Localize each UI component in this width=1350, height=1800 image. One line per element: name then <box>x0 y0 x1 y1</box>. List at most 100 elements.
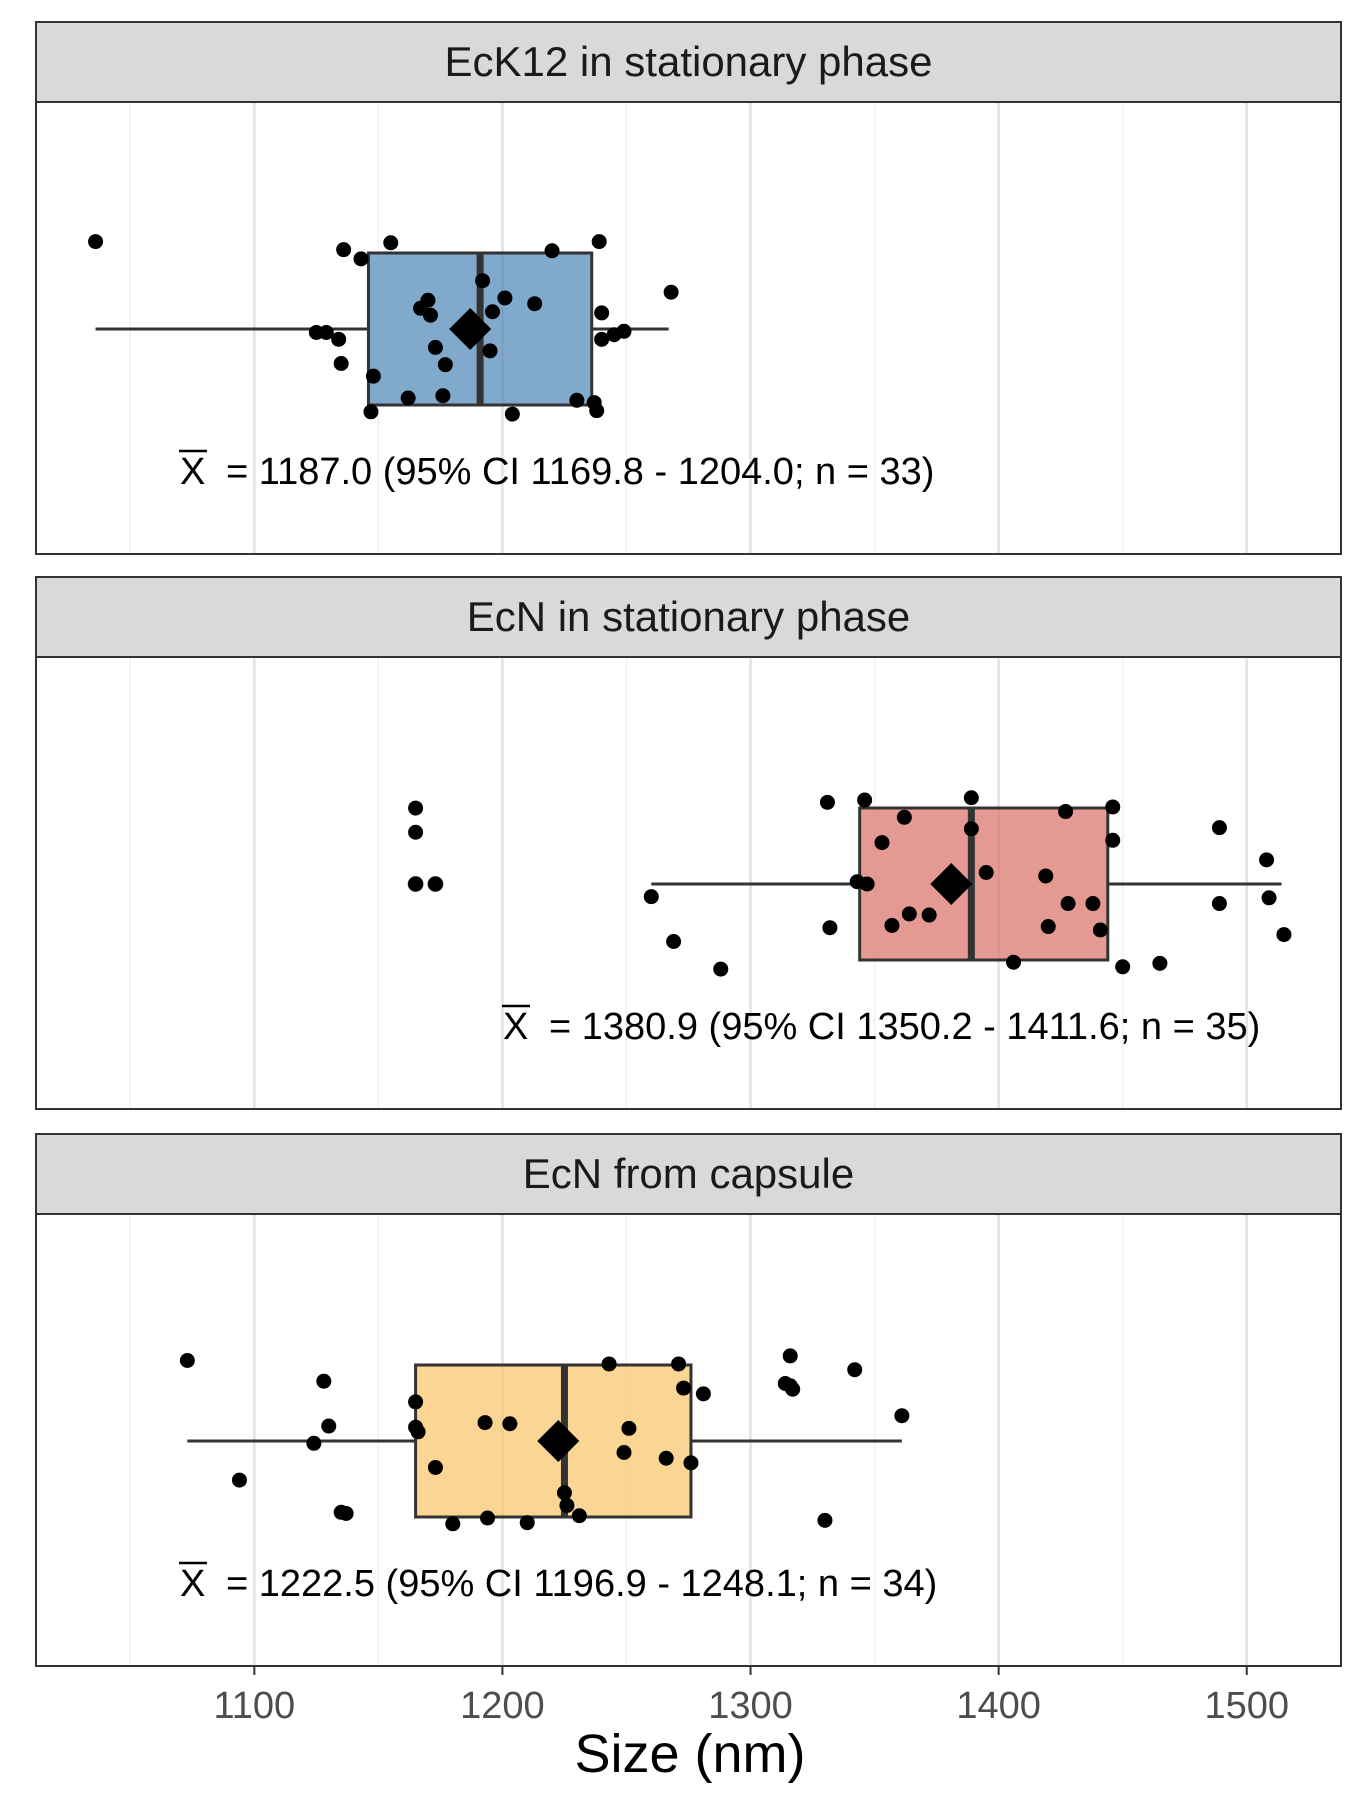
data-point <box>713 961 729 977</box>
data-point <box>1038 868 1054 884</box>
data-point <box>1152 955 1168 971</box>
stat-annotation: = 1380.9 (95% CI 1350.2 - 1411.6; n = 35… <box>549 1006 1260 1048</box>
data-point <box>435 388 451 404</box>
data-point <box>676 1380 692 1396</box>
facet-panel: EcN from capsule X = 1222.5 (95% CI 1196.9… <box>35 1133 1342 1667</box>
data-point <box>782 1348 798 1364</box>
data-point <box>408 876 424 892</box>
facet-strip-title: EcN in stationary phase <box>467 593 911 640</box>
data-point <box>331 331 347 347</box>
data-point <box>308 324 324 340</box>
data-point <box>1211 896 1227 912</box>
data-point <box>1060 896 1076 912</box>
x-axis: 1100 1200 1300 1400 1500 <box>213 1666 1289 1727</box>
data-point <box>896 809 912 825</box>
data-point <box>408 800 424 816</box>
data-point <box>559 1497 575 1513</box>
data-point <box>231 1472 247 1488</box>
x-tick-label: 1100 <box>213 1685 295 1727</box>
data-point <box>445 1516 461 1532</box>
mean-marker <box>537 1420 580 1462</box>
data-point <box>383 235 399 251</box>
data-point <box>594 331 610 347</box>
data-point <box>477 1415 493 1431</box>
stat-annotation: = 1187.0 (95% CI 1169.8 - 1204.0; n = 33… <box>226 451 934 493</box>
data-point <box>422 307 438 323</box>
data-point <box>1058 804 1074 820</box>
mean-marker <box>930 863 973 905</box>
data-point <box>822 920 838 936</box>
data-point <box>365 368 381 384</box>
facet-panel: EcN in stationary phase X = 1380.9 (95% CI… <box>35 576 1342 1110</box>
mean-symbol: X <box>180 1563 205 1605</box>
data-point <box>616 1445 632 1460</box>
data-point <box>621 1420 637 1436</box>
data-point <box>408 824 424 840</box>
data-point <box>847 1362 863 1378</box>
facet-strip-title: EcN from capsule <box>523 1150 854 1197</box>
data-point <box>963 790 979 806</box>
data-point <box>482 343 498 359</box>
data-point <box>504 406 520 422</box>
data-point <box>782 1378 798 1394</box>
data-point <box>408 1394 424 1410</box>
data-point <box>601 1356 617 1372</box>
facet-strip <box>35 576 1342 658</box>
data-point <box>475 273 491 289</box>
data-point <box>333 356 349 371</box>
data-point <box>1261 890 1277 906</box>
data-point <box>671 1356 687 1372</box>
data-point <box>1006 954 1022 970</box>
data-point <box>485 304 501 320</box>
x-tick-label: 1200 <box>460 1685 545 1727</box>
data-point <box>978 865 994 880</box>
data-point <box>480 1510 496 1526</box>
data-point <box>527 296 543 312</box>
data-point <box>519 1515 535 1531</box>
facet-strip <box>35 1133 1342 1215</box>
data-point <box>427 339 443 355</box>
data-point <box>556 1485 572 1501</box>
stat-annotation: = 1222.5 (95% CI 1196.9 - 1248.1; n = 34… <box>226 1563 937 1605</box>
data-point <box>666 934 682 949</box>
data-point <box>502 1416 518 1432</box>
data-point <box>921 907 937 923</box>
x-tick-label: 1300 <box>708 1685 793 1727</box>
data-point <box>363 404 379 420</box>
data-point <box>963 821 979 837</box>
data-point <box>353 251 369 267</box>
data-point <box>817 1512 833 1528</box>
panel-border <box>35 656 1342 1110</box>
x-tick-label: 1400 <box>956 1685 1041 1727</box>
data-point <box>427 876 443 892</box>
data-point <box>1105 799 1121 815</box>
facet-strip <box>35 21 1342 103</box>
data-point <box>306 1435 322 1451</box>
data-point <box>569 392 585 408</box>
data-point <box>589 403 605 419</box>
data-point <box>427 1459 443 1475</box>
mean-marker <box>449 308 492 350</box>
facet-strip-title: EcK12 in stationary phase <box>445 38 933 85</box>
data-point <box>857 792 873 808</box>
data-point <box>179 1353 195 1368</box>
data-point <box>497 290 513 306</box>
data-point <box>544 243 560 259</box>
data-point <box>591 234 607 250</box>
data-point <box>594 305 610 321</box>
data-point <box>901 906 917 922</box>
facet-panel: EcK12 in stationary phase X = 1187.0 (95% … <box>35 21 1342 555</box>
data-point <box>859 876 875 892</box>
data-point <box>874 835 890 851</box>
x-tick-label: 1500 <box>1204 1685 1289 1727</box>
mean-symbol: X <box>180 451 205 493</box>
data-point <box>819 794 835 810</box>
panel-border <box>35 101 1342 555</box>
data-point <box>336 242 352 258</box>
data-point <box>316 1373 332 1389</box>
mean-symbol: X <box>503 1006 528 1048</box>
data-point <box>321 1418 337 1434</box>
data-point <box>1092 922 1108 938</box>
data-point <box>1105 832 1121 848</box>
